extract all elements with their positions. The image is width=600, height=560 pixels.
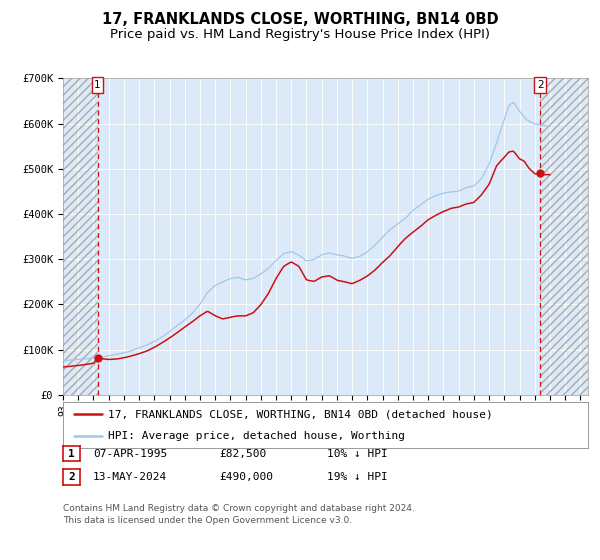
- Text: £82,500: £82,500: [219, 449, 266, 459]
- Text: 1: 1: [94, 80, 101, 90]
- Text: 19% ↓ HPI: 19% ↓ HPI: [327, 472, 388, 482]
- Text: 17, FRANKLANDS CLOSE, WORTHING, BN14 0BD (detached house): 17, FRANKLANDS CLOSE, WORTHING, BN14 0BD…: [107, 409, 493, 419]
- Bar: [541, 78, 588, 395]
- Text: £490,000: £490,000: [219, 472, 273, 482]
- Text: 07-APR-1995: 07-APR-1995: [93, 449, 167, 459]
- Text: Contains HM Land Registry data © Crown copyright and database right 2024.
This d: Contains HM Land Registry data © Crown c…: [63, 504, 415, 525]
- Text: 10% ↓ HPI: 10% ↓ HPI: [327, 449, 388, 459]
- Text: Price paid vs. HM Land Registry's House Price Index (HPI): Price paid vs. HM Land Registry's House …: [110, 28, 490, 41]
- Text: 13-MAY-2024: 13-MAY-2024: [93, 472, 167, 482]
- Text: 2: 2: [537, 80, 544, 90]
- Text: 1: 1: [68, 449, 75, 459]
- Text: HPI: Average price, detached house, Worthing: HPI: Average price, detached house, Wort…: [107, 431, 404, 441]
- Bar: [63, 78, 98, 395]
- Text: 2: 2: [68, 472, 75, 482]
- Text: 17, FRANKLANDS CLOSE, WORTHING, BN14 0BD: 17, FRANKLANDS CLOSE, WORTHING, BN14 0BD: [101, 12, 499, 27]
